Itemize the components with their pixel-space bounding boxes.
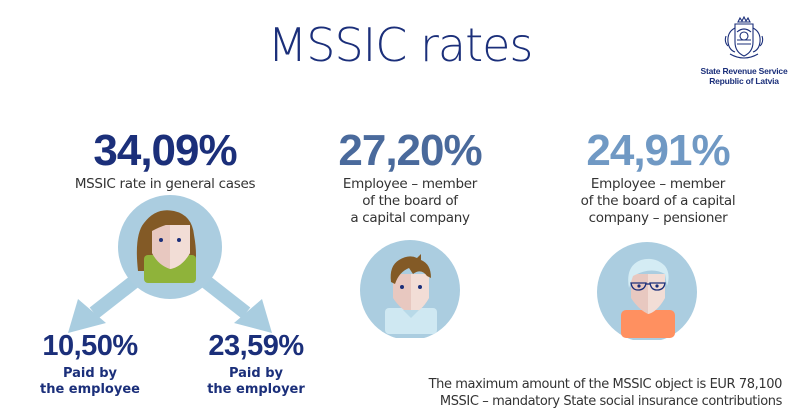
pensioner-rate-value: 24,91%	[586, 126, 730, 175]
pensioner-avatar	[597, 242, 697, 340]
footer-note: The maximum amount of the MSSIC object i…	[380, 376, 783, 410]
board-member-desc-line3: a capital company	[350, 210, 470, 226]
srs-logo: State Revenue Service Republic of Latvia	[694, 16, 794, 86]
employer-share-label: Paid by the employer	[196, 366, 316, 398]
employer-share-label-line1: Paid by	[228, 366, 284, 381]
board-member-desc-line1: Employee – member	[342, 176, 478, 192]
board-member-desc-line2: of the board of	[362, 193, 458, 209]
employer-share-label-line2: the employer	[207, 382, 305, 397]
max-amount-note: The maximum amount of the MSSIC object i…	[428, 377, 783, 392]
pensioner-desc-line2: of the board of a capital	[580, 193, 736, 209]
page-title: MSSIC rates	[267, 18, 534, 72]
board-member-rate-value: 27,20%	[338, 126, 482, 175]
employer-share-value: 23,59%	[208, 330, 304, 362]
woman-icon	[136, 210, 196, 283]
general-rate-value: 34,09%	[93, 126, 237, 175]
employee-share-value: 10,50%	[42, 330, 138, 362]
employee-share-label-line2: the employee	[40, 382, 140, 397]
arrow-left-icon	[68, 271, 145, 333]
logo-line-2: Republic of Latvia	[709, 76, 779, 86]
man-icon	[385, 254, 437, 334]
split-arrows-diagram	[68, 195, 272, 333]
pensioner-desc-line3: company – pensioner	[588, 210, 728, 226]
logo-line-1: State Revenue Service	[700, 66, 788, 76]
general-rate-description: MSSIC rate in general cases	[74, 176, 256, 192]
man-avatar	[360, 240, 460, 338]
employee-share-label-line1: Paid by	[62, 366, 118, 381]
latvia-coat-of-arms-icon	[724, 16, 764, 59]
arrow-right-icon	[195, 271, 272, 333]
glasses-icon	[630, 282, 666, 291]
employee-share-label: Paid by the employee	[30, 366, 150, 398]
mssic-definition-note: MSSIC – mandatory State social insurance…	[439, 394, 783, 409]
pensioner-rate-description: Employee – member of the board of a capi…	[548, 176, 768, 227]
pensioner-desc-line1: Employee – member	[590, 176, 726, 192]
board-member-rate-description: Employee – member of the board of a capi…	[310, 176, 510, 227]
pensioner-icon	[621, 258, 675, 338]
